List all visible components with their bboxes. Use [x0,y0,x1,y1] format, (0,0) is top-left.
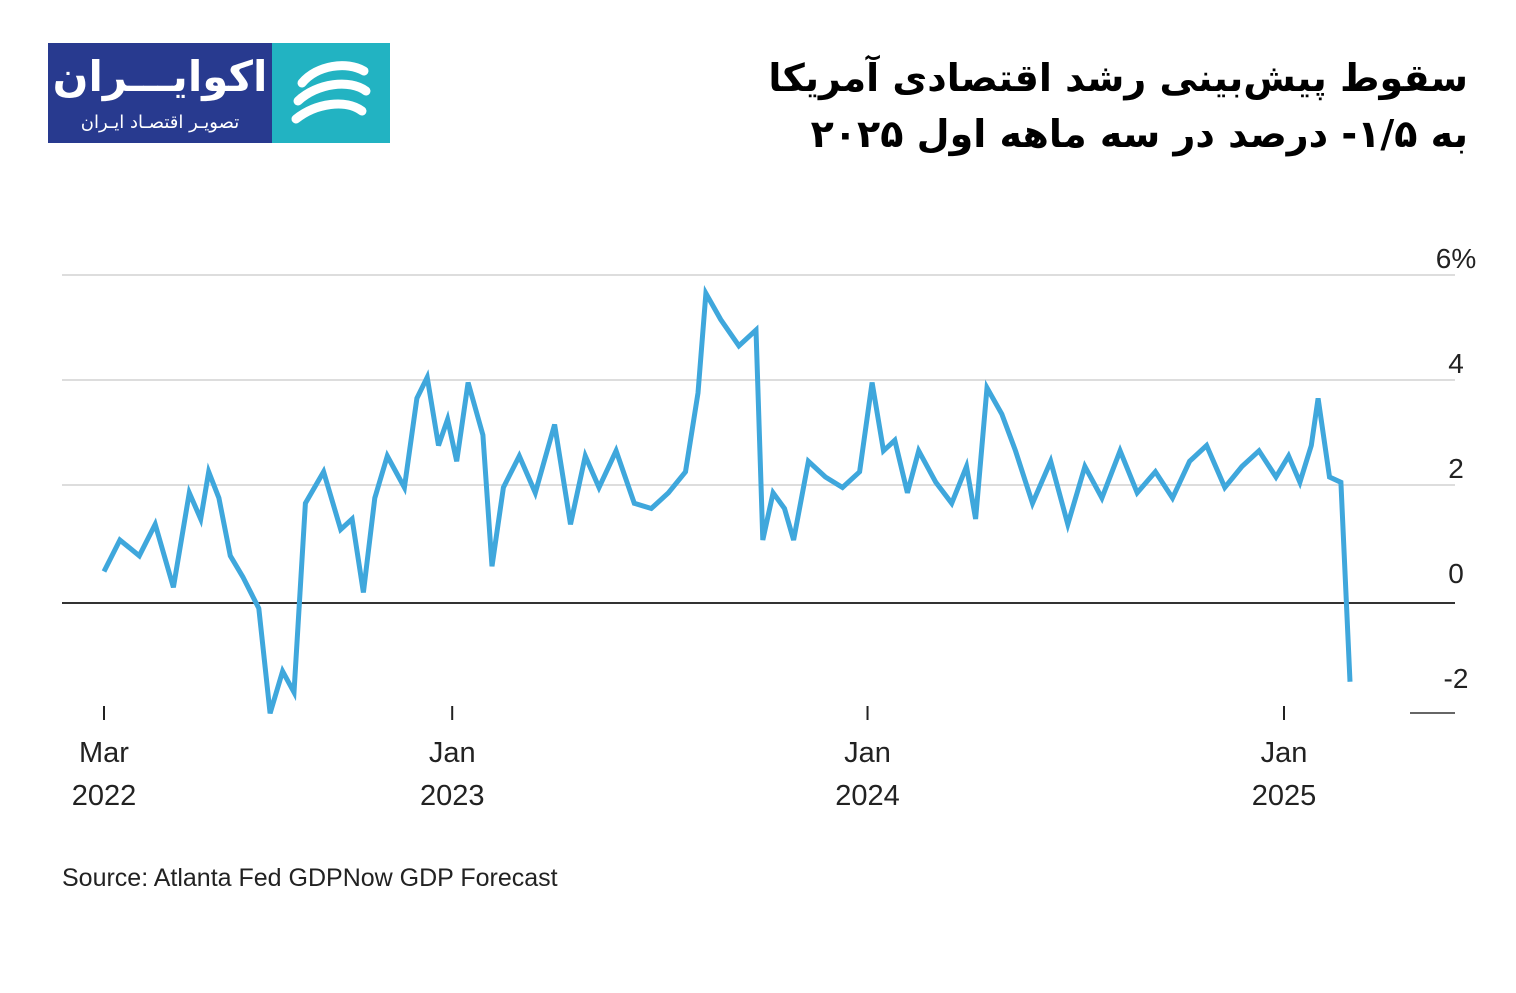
logo-text-block: اکوایـــران تصویـر اقتصـاد ایـران [48,43,272,143]
chart-title: سقوط پیش‌بینی رشد اقتصادی آمریکا به ۱/۵-… [648,50,1468,162]
y-tick-label: -2 [1444,663,1469,694]
title-line-1: سقوط پیش‌بینی رشد اقتصادی آمریکا [768,56,1468,100]
title-line-2: به ۱/۵- درصد در سه ماهه اول ۲۰۲۵ [810,112,1468,156]
x-tick-month: Jan [429,737,476,769]
y-tick-label: 0 [1448,558,1464,589]
x-tick-month: Jan [1261,737,1308,769]
y-tick-label: 2 [1448,453,1464,484]
source-note: Source: Atlanta Fed GDPNow GDP Forecast [62,864,558,892]
y-tick-label: 4 [1448,348,1464,379]
x-tick-year: 2024 [835,780,900,812]
x-tick-year: 2023 [420,780,485,812]
y-axis-tick-labels: 6% 4 2 0 -2 [1436,243,1476,694]
x-axis-ticks: Mar 2022 Jan 2023 Jan 2024 Jan 2025 [72,706,1317,812]
y-tick-label: 6% [1436,243,1476,274]
logo-name: اکوایـــران [52,52,268,101]
x-tick-month: Mar [79,737,129,769]
swirl-logo-icon [272,43,390,143]
x-tick-year: 2025 [1252,780,1317,812]
logo-tagline: تصویـر اقتصـاد ایـران [80,112,240,133]
gdp-forecast-line [101,284,1353,715]
logo: اکوایـــران تصویـر اقتصـاد ایـران [48,43,390,143]
x-tick-year: 2022 [72,780,137,812]
line-chart: 6% 4 2 0 -2 Mar 2022 Jan 2023 Jan 2024 Jan 2025 [62,243,1476,812]
x-tick-month: Jan [844,737,891,769]
